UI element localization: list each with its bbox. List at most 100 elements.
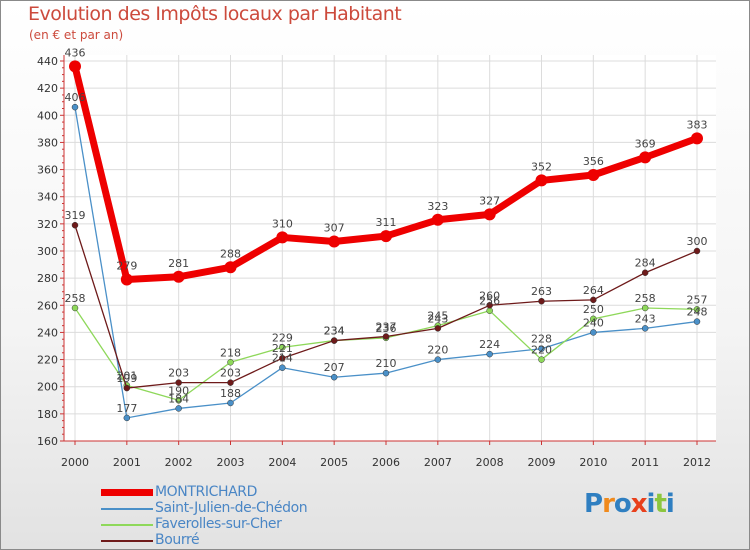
data-point — [538, 345, 545, 352]
data-point — [590, 296, 597, 304]
data-label: 250 — [583, 303, 604, 316]
data-label: 248 — [687, 306, 708, 319]
data-point — [330, 337, 338, 344]
data-point — [538, 297, 545, 305]
data-label: 300 — [687, 235, 708, 248]
y-tick-label: 180 — [37, 408, 58, 421]
data-label: 243 — [635, 312, 656, 325]
data-point — [175, 405, 182, 412]
data-point — [276, 231, 289, 244]
x-tick-label: 2011 — [631, 456, 659, 469]
data-label: 220 — [531, 344, 552, 357]
data-point — [382, 369, 390, 377]
data-point — [69, 60, 81, 73]
data-label: 177 — [116, 402, 137, 415]
data-point — [431, 213, 444, 226]
data-label: 228 — [531, 333, 552, 346]
data-label: 257 — [687, 293, 708, 306]
data-point — [587, 169, 600, 181]
legend-label: Bourré — [155, 532, 200, 548]
data-label: 218 — [220, 346, 241, 359]
x-tick-label: 2004 — [268, 456, 296, 469]
data-label: 199 — [116, 372, 137, 385]
legend-label: Saint-Julien-de-Chédon — [155, 500, 308, 516]
y-tick-label: 400 — [37, 109, 58, 122]
data-point — [279, 344, 286, 351]
data-label: 234 — [324, 325, 345, 338]
plot-area — [64, 55, 716, 441]
y-tick-label: 240 — [37, 326, 58, 339]
data-point — [486, 307, 493, 314]
data-point — [693, 306, 701, 313]
legend-swatch — [101, 524, 153, 526]
data-label: 210 — [376, 357, 397, 370]
data-label: 221 — [272, 342, 293, 355]
data-label: 256 — [479, 295, 500, 308]
data-point — [71, 304, 79, 312]
y-tick-label: 320 — [37, 218, 58, 231]
data-point — [120, 273, 133, 286]
data-point — [123, 384, 131, 392]
data-point — [693, 247, 701, 255]
data-point — [279, 354, 286, 362]
x-tick-label: 2006 — [372, 456, 400, 469]
x-tick-label: 2003 — [217, 456, 245, 469]
data-label: 188 — [220, 387, 241, 400]
data-point — [538, 356, 545, 363]
data-point — [71, 103, 79, 111]
data-label: 383 — [687, 118, 708, 131]
proxiti-logo: Proxiti — [584, 489, 675, 519]
y-tick-label: 280 — [37, 272, 58, 285]
data-label: 243 — [427, 312, 448, 325]
data-label: 436 — [65, 46, 86, 59]
data-label: 281 — [168, 257, 189, 270]
data-label: 207 — [324, 361, 345, 374]
data-label: 214 — [272, 352, 293, 365]
legend-swatch — [101, 540, 153, 542]
data-label: 284 — [635, 257, 656, 270]
y-tick-label: 220 — [37, 354, 58, 367]
data-point — [227, 379, 234, 386]
data-label: 356 — [583, 155, 604, 168]
data-point — [330, 373, 338, 381]
data-label: 201 — [116, 369, 137, 382]
data-label: 240 — [583, 316, 604, 329]
data-point — [434, 356, 442, 363]
data-label: 323 — [427, 200, 448, 213]
x-tick-label: 2012 — [683, 456, 711, 469]
data-point — [175, 379, 182, 386]
y-tick-label: 160 — [37, 435, 58, 448]
data-label: 229 — [272, 331, 293, 344]
data-point — [279, 364, 286, 371]
data-label: 310 — [272, 217, 293, 230]
data-label: 288 — [220, 247, 241, 260]
legend-swatch — [101, 489, 153, 496]
data-label: 203 — [168, 367, 189, 380]
data-point — [175, 397, 182, 404]
data-label: 245 — [427, 310, 448, 323]
y-tick-label: 260 — [37, 299, 58, 312]
data-label: 224 — [479, 338, 500, 351]
data-point — [123, 414, 131, 422]
data-point — [483, 208, 496, 221]
data-point — [641, 325, 649, 332]
legend-label: Faverolles-sur-Cher — [155, 516, 282, 532]
chart-subtitle: (en € et par an) — [29, 28, 124, 42]
data-label: 203 — [220, 367, 241, 380]
data-label: 263 — [531, 285, 552, 298]
data-label: 237 — [376, 321, 397, 334]
data-point — [639, 151, 652, 164]
y-tick-label: 380 — [37, 136, 58, 149]
data-label: 279 — [116, 260, 137, 273]
data-point — [535, 174, 548, 187]
data-label: 234 — [324, 325, 345, 338]
y-tick-label: 340 — [37, 191, 58, 204]
data-point — [227, 359, 234, 366]
x-tick-label: 2008 — [476, 456, 504, 469]
y-tick-label: 360 — [37, 164, 58, 177]
chart-title: Evolution des Impôts locaux par Habitant — [28, 3, 402, 25]
data-label: 369 — [635, 137, 656, 150]
data-label: 406 — [65, 91, 86, 104]
data-point — [380, 230, 392, 243]
